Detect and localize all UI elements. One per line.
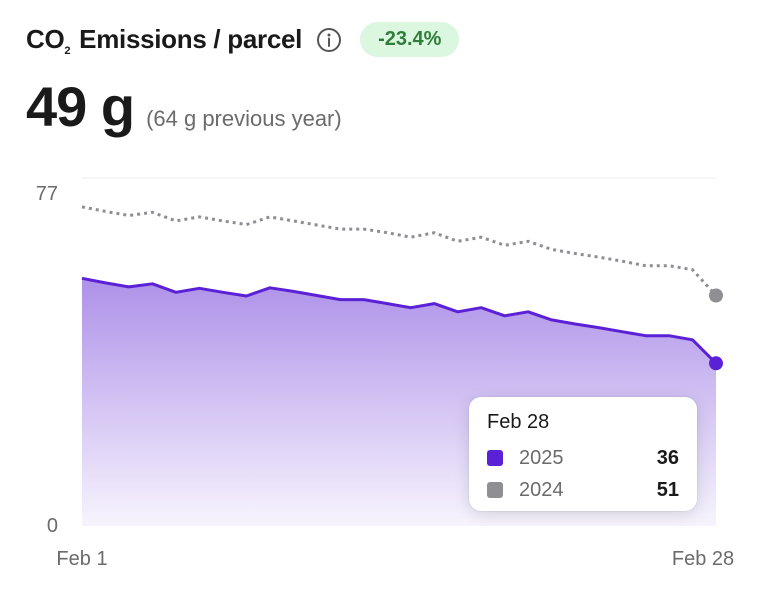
chart-title: CO2 Emissions / parcel (26, 24, 303, 57)
tooltip-series-value: 36 (656, 446, 679, 469)
series-2025-line (81, 276, 718, 365)
y-tick-label-max: 77 (36, 183, 58, 205)
chart-header: CO2 Emissions / parcel -23.4% (26, 22, 460, 57)
y-tick-label-min: 0 (47, 515, 58, 537)
tooltip-swatch-2024 (487, 482, 503, 498)
series-2024-line (81, 205, 718, 297)
tooltip-series-value: 51 (656, 478, 679, 501)
chart-tooltip: Feb 28 2025 36 2024 51 (469, 397, 697, 511)
metric-value: 49 g (26, 75, 135, 138)
tooltip-row-2024: 2024 51 (487, 477, 679, 503)
tooltip-date: Feb 28 (487, 411, 550, 433)
tooltip-row-2025: 2025 36 (487, 445, 679, 471)
tooltip-swatch-2025 (487, 450, 503, 466)
title-subscript: 2 (64, 45, 71, 57)
series-2024-end-point[interactable] (709, 288, 723, 303)
metric-previous: (64 g previous year) (146, 106, 342, 131)
title-suffix: Emissions / parcel (72, 24, 303, 54)
x-tick-label-start: Feb 1 (56, 548, 107, 570)
title-prefix: CO (26, 24, 65, 54)
tooltip-series-name: 2025 (519, 446, 564, 469)
change-badge: -23.4% (360, 22, 460, 57)
series-2025-end-point[interactable] (709, 356, 723, 371)
x-tick-label-end: Feb 28 (672, 548, 734, 570)
metric-summary: 49 g (64 g previous year) (26, 74, 342, 139)
info-icon[interactable] (316, 27, 342, 53)
tooltip-series-name: 2024 (519, 478, 564, 501)
